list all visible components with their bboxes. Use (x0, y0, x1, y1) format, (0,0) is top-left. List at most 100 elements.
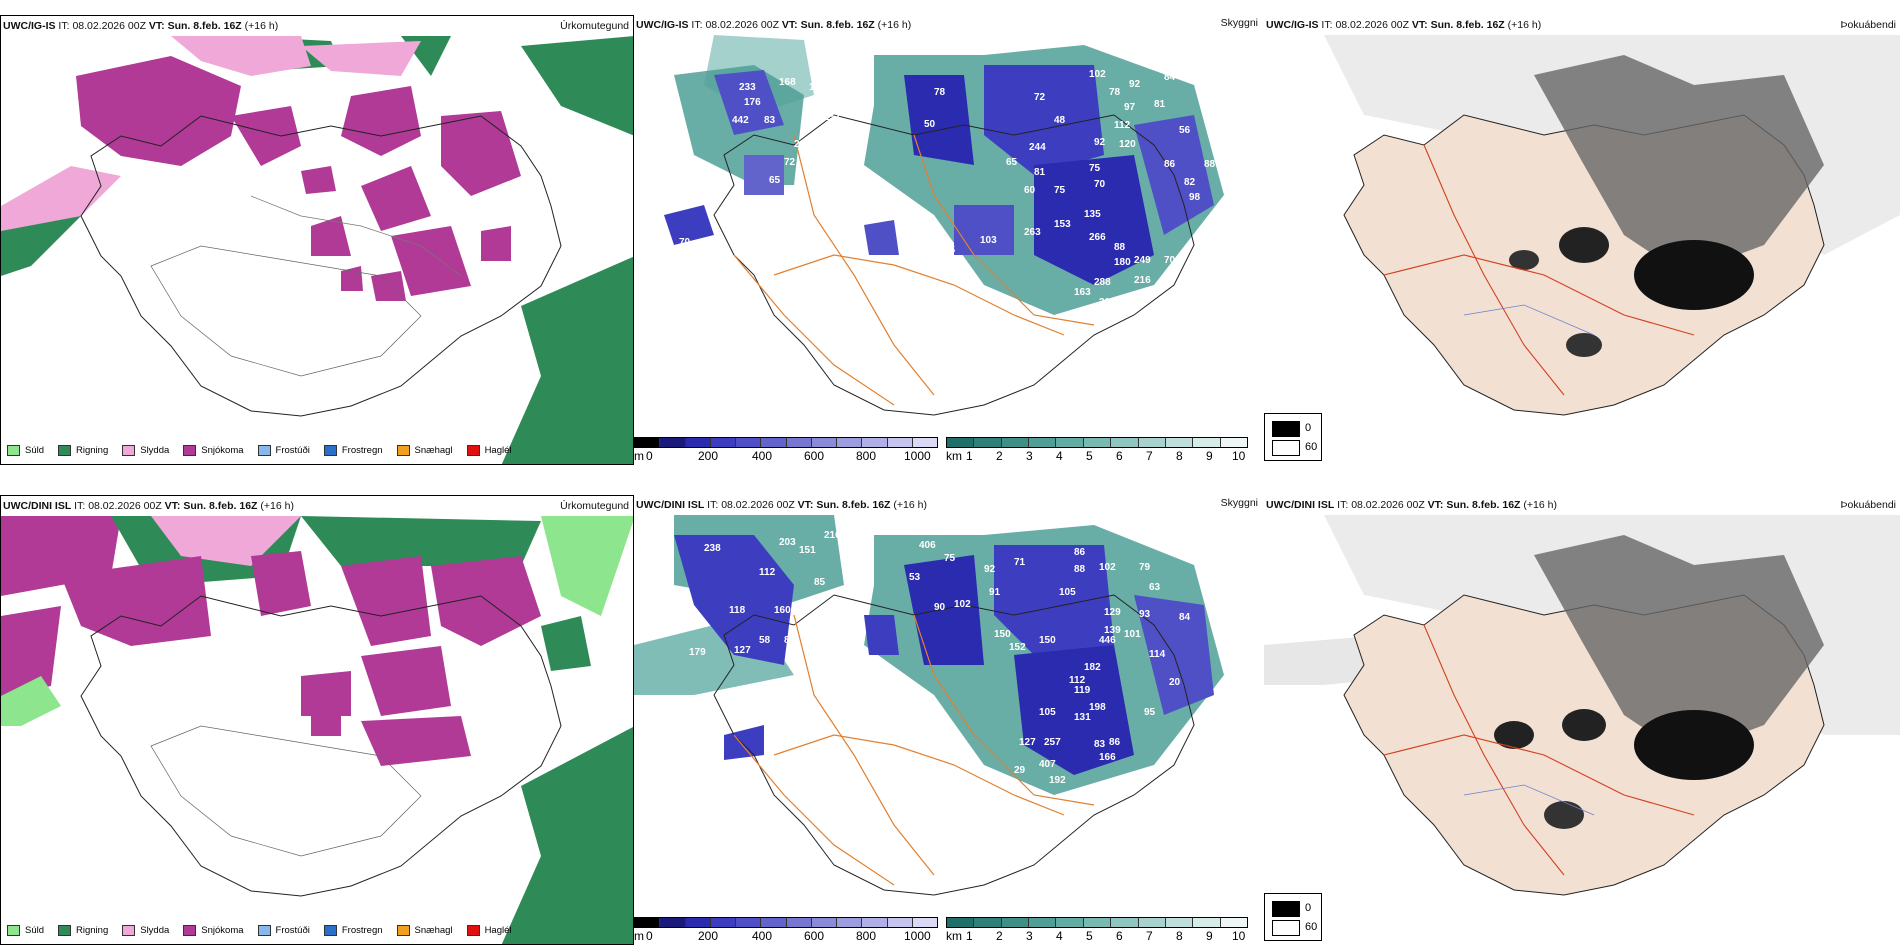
visibility-tick: 9 (1206, 929, 1213, 943)
cloud-base-value: 58 (759, 635, 771, 646)
cloud-base-value: 56 (1179, 125, 1191, 136)
lead-time: (+16 h) (260, 500, 294, 512)
it-value: 08.02.2026 00Z (721, 499, 795, 511)
cloud-base-value: 87 (784, 635, 796, 646)
height-tick: 400 (752, 449, 773, 463)
fog-legend: 0 60 (1264, 413, 1322, 461)
cloud-base-value: 180 (1114, 257, 1131, 268)
cloud-base-value: 129 (1104, 607, 1121, 618)
fog-legend-high: 0 (1305, 422, 1312, 434)
model-name: UWC/IG-IS (3, 20, 56, 32)
legend-item: Snjókoma (183, 445, 244, 456)
legend-item: Frostúði (257, 925, 310, 936)
lead-time: (+16 h) (244, 20, 279, 32)
cloud-base-value: 112 (1114, 120, 1131, 131)
model-name: UWC/IG-IS (1266, 19, 1319, 31)
visibility-tick: 1 (966, 929, 973, 943)
legend-label: Snjókoma (201, 445, 244, 456)
height-tick: 200 (698, 929, 719, 943)
cloud-base-value: 88 (1074, 564, 1086, 575)
precip-type-title: Úrkomutegund (560, 500, 629, 512)
visibility-tick: 9 (1206, 449, 1213, 463)
cloud-base-value: 216 (824, 530, 841, 541)
cloud-base-value: 127 (734, 645, 751, 656)
visibility-tick: 10 (1232, 449, 1246, 463)
height-tick: 800 (856, 929, 877, 943)
cloud-base-value: 70 (1094, 179, 1106, 190)
cloud-base-value: 176 (744, 97, 761, 108)
cloud-base-value: 81 (1034, 167, 1046, 178)
cloud-base-value: 160 (774, 605, 791, 616)
precip-type-panel-top: Úrkomutegund UWC/IG-IS IT: 08.02.2026 00… (0, 15, 634, 465)
cloud-base-value: 86 (1164, 159, 1176, 170)
cloud-base-value: 102 (954, 599, 971, 610)
cloud-base-value: 85 (814, 577, 826, 588)
run-header: UWC/IG-IS IT: 08.02.2026 00Z VT: Sun. 8.… (1266, 19, 1541, 31)
cloud-base-value: 118 (729, 605, 746, 616)
cloud-base-value: 153 (1054, 219, 1071, 230)
cloud-base-value: 249 (1134, 255, 1151, 266)
height-tick: 800 (856, 449, 877, 463)
cloud-base-value: 88 (1204, 159, 1216, 170)
fog-legend-high-swatch (1272, 901, 1300, 917)
cloud-base-value: 95 (1144, 707, 1156, 718)
cloud-base-value: 102 (1099, 562, 1116, 573)
height-tick: 0 (646, 449, 653, 463)
height-tick: 1000 (904, 449, 931, 463)
cloud-base-value: 53 (909, 572, 921, 583)
height-tick: 600 (804, 449, 825, 463)
cloud-base-value: 92 (1129, 79, 1141, 90)
cloud-base-value: 139 (1104, 625, 1121, 636)
legend-item: Snjókoma (183, 925, 244, 936)
visibility-tick: 5 (1086, 929, 1093, 943)
cloud-base-value: 75 (944, 553, 956, 564)
model-name: UWC/DINI ISL (1266, 499, 1335, 511)
legend-item: Frostregn (323, 925, 383, 936)
cloud-base-value: 105 (1039, 707, 1056, 718)
cloud-base-value: 78 (934, 87, 946, 98)
legend-swatch (257, 445, 271, 456)
height-tick: 200 (698, 449, 719, 463)
cloud-base-value: 152 (1009, 642, 1026, 653)
legend-swatch (396, 445, 410, 456)
cloud-base-value: 407 (1039, 759, 1056, 770)
height-unit: m (634, 449, 644, 463)
cloud-base-value: 71 (1014, 557, 1026, 568)
visibility-tick: 8 (1176, 929, 1183, 943)
visibility-unit: km (946, 449, 962, 463)
cloud-base-value: 238 (704, 543, 721, 554)
fog-legend-low-swatch (1272, 920, 1300, 936)
cloud-base-value: 114 (1149, 649, 1166, 660)
precip-legend: Súld Rigning Slydda Snjókoma Frostúði Fr… (7, 925, 512, 936)
legend-label: Snæhagl (414, 445, 453, 456)
legend-item: Frostregn (323, 445, 383, 456)
fog-map-bottom (1264, 495, 1900, 945)
cloud-base-value: 72 (1034, 92, 1046, 103)
it-value: 08.02.2026 00Z (1351, 499, 1425, 511)
visibility-unit: km (946, 929, 962, 943)
precip-legend: Súld Rigning Slydda Snjókoma Frostúði Fr… (7, 445, 512, 456)
visibility-tick: 2 (996, 929, 1003, 943)
it-label: IT: (707, 499, 719, 511)
cloud-base-value: 65 (769, 175, 781, 186)
cloud-base-value: 92 (984, 564, 996, 575)
legend-swatch (7, 925, 20, 936)
legend-label: Rigning (76, 925, 109, 936)
legend-label: Snæhagl (414, 925, 453, 936)
vt-label: VT: (1411, 19, 1428, 31)
legend-swatch (466, 925, 480, 936)
lead-time: (+16 h) (1523, 499, 1557, 511)
cloud-base-value: 48 (1054, 115, 1066, 126)
legend-swatch (396, 925, 410, 936)
cloud-base-value: 233 (739, 82, 756, 93)
cloud-base-value: 446 (1099, 635, 1116, 646)
cloud-base-value: 266 (1089, 232, 1106, 243)
height-colorbar-cells (634, 437, 938, 448)
cloud-base-value: 102 (1089, 69, 1106, 80)
visibility-colorbar-cells (946, 917, 1248, 928)
fog-panel-bottom: UWC/DINI ISL IT: 08.02.2026 00Z VT: Sun.… (1264, 495, 1900, 945)
it-label: IT: (74, 500, 86, 512)
height-tick: 600 (804, 929, 825, 943)
